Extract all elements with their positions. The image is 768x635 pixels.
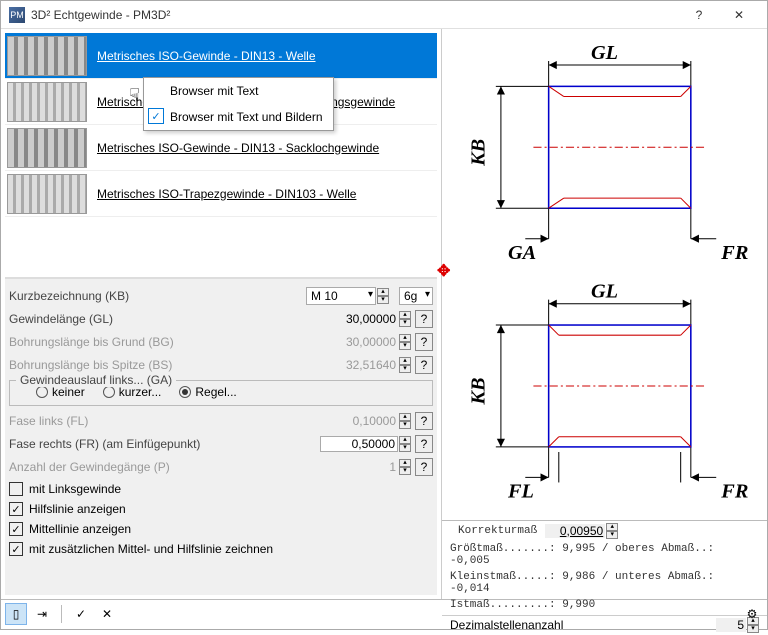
info-line: Kleinstmaß.....: 9,986 / unteres Abmaß.:… <box>442 569 767 597</box>
thread-thumbnail <box>7 36 87 76</box>
diagram-area: GL KB GA FR GL <box>442 29 767 520</box>
param-label: Anzahl der Gewindegänge (P) <box>9 460 320 474</box>
param-label: Kurzbezeichnung (KB) <box>9 289 306 303</box>
param-label: Bohrungslänge bis Grund (BG) <box>9 335 320 349</box>
p-value: 1 <box>320 460 398 474</box>
thread-thumbnail <box>7 128 87 168</box>
kb-combo[interactable]: M 10 <box>306 287 376 305</box>
gl-value[interactable]: 30,00000 <box>320 312 398 326</box>
spinner[interactable]: ▴▾ <box>377 288 389 304</box>
checkbox-extra-lines[interactable]: ✓mit zusätzlichen Mittel- und Hilfslinie… <box>9 539 433 559</box>
svg-text:FR: FR <box>720 242 748 264</box>
list-item-label: Metrisches ISO-Gewinde - DIN13 - Welle <box>97 49 316 63</box>
menu-item-label: Browser mit Text <box>170 84 258 98</box>
info-line: Istmaß.........: 9,990 <box>442 597 767 613</box>
cursor-icon: ☟ <box>129 85 140 106</box>
list-item[interactable]: Metrisches ISO-Trapezgewinde - DIN103 - … <box>5 171 437 217</box>
spinner: ▴▾ <box>399 357 411 373</box>
svg-text:GL: GL <box>591 42 618 64</box>
svg-text:GA: GA <box>508 242 536 264</box>
menu-item-label: Browser mit Text und Bildern <box>170 110 323 124</box>
fieldset-legend: Gewindeauslauf links... (GA) <box>16 373 176 387</box>
list-item-label: Metrisches ISO-Gewinde - DIN13 - Sackloc… <box>97 141 379 155</box>
checkbox-centerline[interactable]: ✓Mittellinie anzeigen <box>9 519 433 539</box>
info-line: Größtmaß.......: 9,995 / oberes Abmaß..:… <box>442 541 767 569</box>
svg-text:FL: FL <box>507 481 534 503</box>
param-panel: Kurzbezeichnung (KB) M 10 ▴▾ 6g Gewindel… <box>5 277 437 595</box>
svg-text:FR: FR <box>720 481 748 503</box>
help-icon[interactable]: ? <box>415 458 433 476</box>
spinner[interactable]: ▴▾ <box>399 436 411 452</box>
ok-button[interactable]: ✓ <box>70 603 92 625</box>
param-label: Bohrungslänge bis Spitze (BS) <box>9 358 320 372</box>
bg-value: 30,00000 <box>320 335 398 349</box>
spinner[interactable]: ▴▾ <box>399 311 411 327</box>
param-label: Fase rechts (FR) (am Einfügepunkt) <box>9 437 320 451</box>
param-label: Gewindelänge (GL) <box>9 312 320 326</box>
spinner: ▴▾ <box>399 413 411 429</box>
radio-short[interactable]: kurzer... <box>103 385 162 399</box>
thread-list: Metrisches ISO-Gewinde - DIN13 - Welle M… <box>5 33 437 271</box>
menu-item-text-images[interactable]: ✓ Browser mit Text und Bildern <box>144 104 333 130</box>
spinner: ▴▾ <box>399 459 411 475</box>
splitter-icon[interactable]: ✥ <box>437 261 450 281</box>
window-title: 3D² Echtgewinde - PM3D² <box>31 8 679 22</box>
help-icon[interactable]: ? <box>415 412 433 430</box>
ga-fieldset: Gewindeauslauf links... (GA) keiner kurz… <box>9 380 433 406</box>
radio-none[interactable]: keiner <box>36 385 85 399</box>
decimal-row: Dezimalstellenanzahl 5 ▴▾ <box>442 615 767 635</box>
list-item-label: Metrisches ISO-Trapezgewinde - DIN103 - … <box>97 187 356 201</box>
svg-text:KB: KB <box>468 139 490 167</box>
close-button[interactable]: ✕ <box>719 8 759 22</box>
help-icon[interactable]: ? <box>415 356 433 374</box>
thread-thumbnail <box>7 174 87 214</box>
correction-row: Korrekturmaß 0,00950 ▴▾ <box>442 521 767 541</box>
help-icon[interactable]: ? <box>415 310 433 328</box>
list-item[interactable]: Metrisches ISO-Gewinde - DIN13 - Sackloc… <box>5 125 437 171</box>
context-menu: Browser mit Text ✓ Browser mit Text und … <box>143 77 334 131</box>
app-logo: PM <box>9 7 25 23</box>
menu-item-text[interactable]: Browser mit Text <box>144 78 333 104</box>
spinner: ▴▾ <box>399 334 411 350</box>
tool-pin[interactable]: ⇥ <box>31 603 53 625</box>
menu-check <box>148 82 170 100</box>
tolerance-combo[interactable]: 6g <box>399 287 433 305</box>
svg-text:KB: KB <box>468 378 490 406</box>
checkbox-helpline[interactable]: ✓Hilfslinie anzeigen <box>9 499 433 519</box>
left-panel: Metrisches ISO-Gewinde - DIN13 - Welle M… <box>1 29 441 599</box>
korr-value[interactable]: 0,00950 <box>545 524 605 538</box>
settings-icon[interactable]: ⚙ <box>741 603 763 625</box>
param-label: Fase links (FL) <box>9 414 320 428</box>
list-item[interactable]: Metrisches ISO-Gewinde - DIN13 - Welle <box>5 33 437 79</box>
tool-insert[interactable]: ▯ <box>5 603 27 625</box>
bs-value: 32,51640 <box>320 358 398 372</box>
svg-text:GL: GL <box>591 281 618 303</box>
fr-value[interactable]: 0,50000 <box>320 436 398 452</box>
help-button[interactable]: ? <box>679 8 719 22</box>
help-icon[interactable]: ? <box>415 435 433 453</box>
thread-thumbnail <box>7 82 87 122</box>
menu-check: ✓ <box>148 108 170 126</box>
radio-regular[interactable]: Regel... <box>179 385 236 399</box>
titlebar: PM 3D² Echtgewinde - PM3D² ? ✕ <box>1 1 767 29</box>
fl-value: 0,10000 <box>320 414 398 428</box>
korr-label: Korrekturmaß <box>450 523 545 539</box>
spinner[interactable]: ▴▾ <box>606 523 618 539</box>
checkbox-left-thread[interactable]: mit Linksgewinde <box>9 479 433 499</box>
cancel-button[interactable]: ✕ <box>96 603 118 625</box>
right-panel: GL KB GA FR GL <box>441 29 767 599</box>
help-icon[interactable]: ? <box>415 333 433 351</box>
